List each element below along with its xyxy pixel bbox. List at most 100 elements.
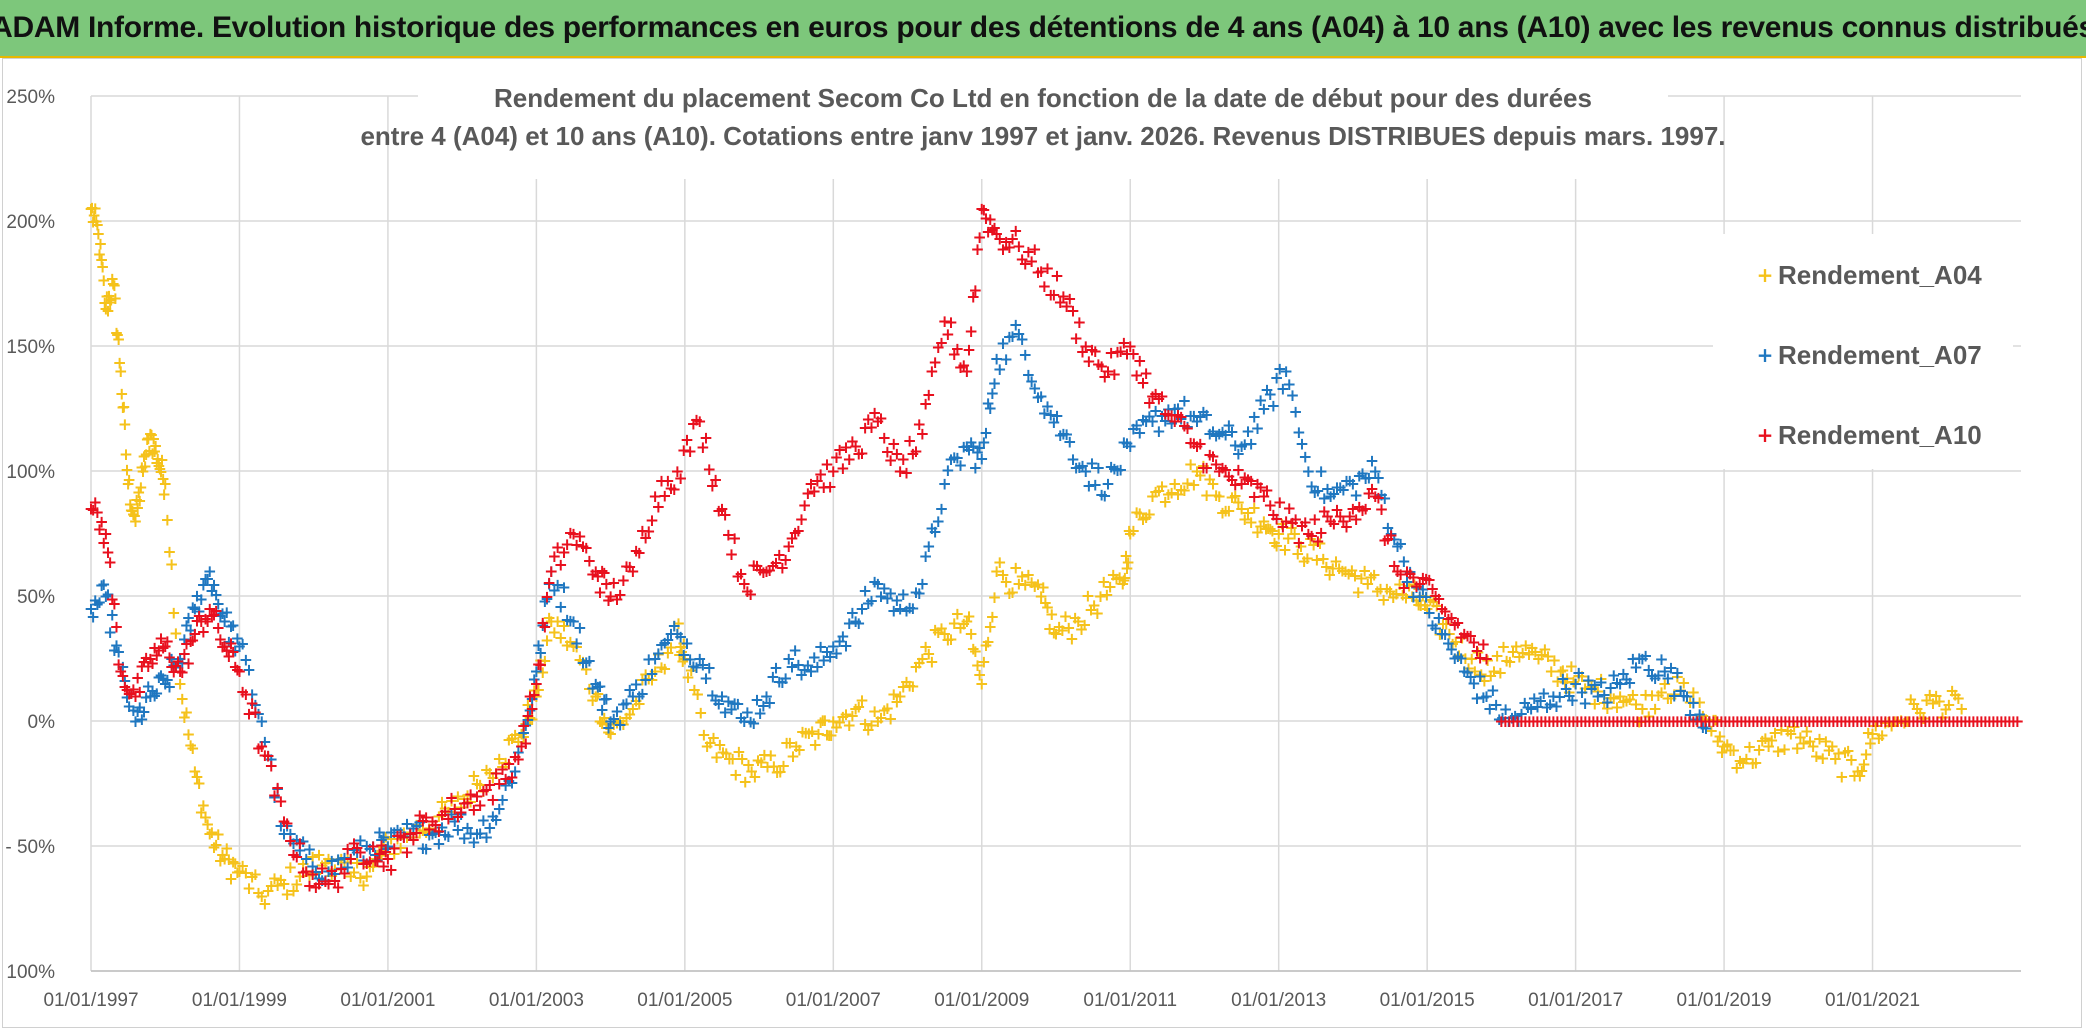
data-point: + <box>148 442 162 462</box>
data-point: + <box>370 846 384 866</box>
data-point: + <box>173 675 187 695</box>
data-point: + <box>325 867 339 887</box>
data-point: + <box>2010 712 2024 732</box>
x-axis-ticks: 01/01/1997 01/01/1999 01/01/2001 01/01/2003… <box>43 990 1920 1011</box>
data-point: + <box>1121 553 1135 573</box>
data-point: + <box>344 867 358 887</box>
data-point: + <box>964 322 978 342</box>
y-tick-label: 100% <box>6 462 55 483</box>
data-point: + <box>309 865 323 885</box>
data-point: + <box>139 445 153 465</box>
data-point: + <box>1250 419 1264 439</box>
data-point: + <box>454 798 468 818</box>
data-point: + <box>119 445 133 465</box>
data-point: + <box>84 200 98 220</box>
data-point: + <box>264 757 278 777</box>
data-point: + <box>105 269 119 289</box>
data-point: + <box>107 276 121 296</box>
data-point: + <box>728 529 742 549</box>
data-point: + <box>315 856 329 876</box>
data-point: + <box>145 444 159 464</box>
data-point: + <box>123 495 137 515</box>
data-point: + <box>198 808 212 828</box>
data-point: + <box>133 683 147 703</box>
data-point: + <box>944 313 958 333</box>
data-point: + <box>98 294 112 314</box>
x-tick-label: 01/01/2019 <box>1677 990 1772 1011</box>
data-point: + <box>192 774 206 794</box>
data-point: + <box>280 885 294 905</box>
x-tick-label: 01/01/2005 <box>637 990 732 1011</box>
data-point: + <box>129 491 143 511</box>
data-point: + <box>97 271 111 291</box>
legend-label: Rendement_A04 <box>1778 260 1982 290</box>
data-point: + <box>381 837 395 857</box>
data-point: + <box>175 689 189 709</box>
data-point: + <box>514 725 528 745</box>
data-point: + <box>164 555 178 575</box>
y-tick-label: 0% <box>28 712 56 733</box>
data-point: + <box>387 845 401 865</box>
legend-marker: + <box>1757 423 1774 447</box>
data-point: + <box>441 803 455 823</box>
data-point: + <box>413 823 427 843</box>
data-point: + <box>127 507 141 527</box>
data-point: + <box>529 675 543 695</box>
data-point: + <box>470 775 484 795</box>
data-point: + <box>495 757 509 777</box>
data-point: + <box>258 895 272 915</box>
data-point: + <box>179 703 193 723</box>
data-point: + <box>137 447 151 467</box>
data-point: + <box>245 868 259 888</box>
data-point: + <box>499 754 513 774</box>
data-point: + <box>96 258 110 278</box>
data-point: + <box>87 206 101 226</box>
data-point: + <box>190 768 204 788</box>
data-point: + <box>101 302 115 322</box>
data-point: + <box>136 462 150 482</box>
data-point: + <box>702 659 716 679</box>
data-point: + <box>110 325 124 345</box>
data-point: + <box>155 450 169 470</box>
data-point: + <box>492 750 506 770</box>
data-point: + <box>122 470 136 490</box>
data-point: + <box>156 469 170 489</box>
data-point: + <box>366 857 380 877</box>
data-point: + <box>486 769 500 789</box>
data-point: + <box>264 876 278 896</box>
data-point: + <box>915 575 929 595</box>
data-point: + <box>444 792 458 812</box>
data-point: + <box>109 324 123 344</box>
data-point: + <box>360 867 374 887</box>
chart-svg: ++++++++++++++++++++++++++++++++++++++++… <box>3 69 2025 1011</box>
data-point: + <box>540 631 554 651</box>
data-point: + <box>915 425 929 445</box>
data-point: + <box>968 281 982 301</box>
data-point: + <box>181 654 195 674</box>
x-tick-label: 01/01/2003 <box>489 990 584 1011</box>
data-point: + <box>134 478 148 498</box>
data-point: + <box>743 585 757 605</box>
data-point: + <box>517 728 531 748</box>
data-point: + <box>763 693 777 713</box>
data-point: + <box>222 850 236 870</box>
data-point: + <box>438 799 452 819</box>
data-point: + <box>186 739 200 759</box>
data-point: + <box>290 875 304 895</box>
data-point: + <box>960 362 974 382</box>
data-point: + <box>126 505 140 525</box>
data-point: + <box>613 716 627 736</box>
data-point: + <box>141 429 155 449</box>
data-point: + <box>1139 364 1153 384</box>
data-point: + <box>403 825 417 845</box>
data-point: + <box>1028 240 1042 260</box>
data-point: + <box>1479 650 1493 670</box>
data-point: + <box>86 212 100 232</box>
data-point: + <box>422 819 436 839</box>
data-point: + <box>397 823 411 843</box>
data-point: + <box>91 225 105 245</box>
data-point: + <box>293 834 307 854</box>
data-point: + <box>337 853 351 873</box>
data-point: + <box>318 853 332 873</box>
data-point: + <box>125 501 139 521</box>
